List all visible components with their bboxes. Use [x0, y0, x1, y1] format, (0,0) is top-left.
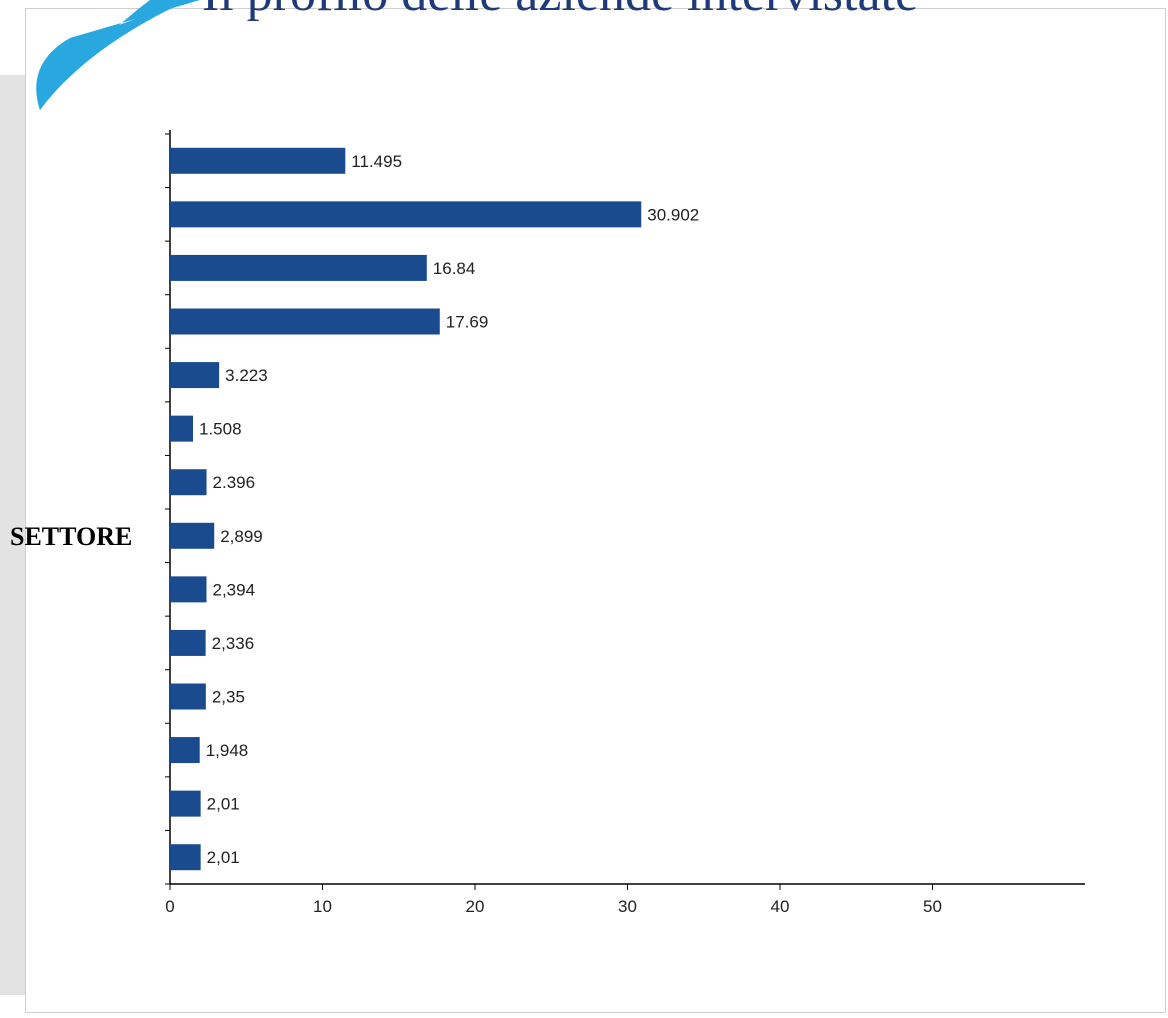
bar [170, 254, 427, 281]
x-tick-label: 40 [771, 897, 790, 916]
value-label: 2,01 [207, 848, 240, 867]
bar [170, 737, 200, 764]
bar [170, 576, 207, 603]
bar [170, 522, 215, 549]
value-label: 2,394 [213, 580, 256, 599]
value-label: 2,899 [220, 527, 263, 546]
bar [170, 683, 206, 710]
value-label: 2,35 [212, 688, 245, 707]
value-label: 30.902 [647, 205, 699, 224]
bar [170, 629, 206, 656]
bar [170, 308, 440, 335]
x-tick-label: 10 [313, 897, 332, 916]
value-label: 2.396 [213, 473, 256, 492]
bar [170, 362, 220, 389]
value-label: 2,01 [207, 795, 240, 814]
bar [170, 790, 201, 817]
value-label: 16.84 [433, 259, 476, 278]
value-label: 1.508 [199, 420, 242, 439]
bar [170, 469, 207, 496]
y-axis-label: SETTORE [10, 522, 132, 551]
x-tick-label: 30 [618, 897, 637, 916]
value-label: 11.495 [351, 152, 402, 171]
value-label: 1,948 [206, 741, 249, 760]
slide-title: Il profilo delle aziende intervistate [202, 0, 918, 22]
chart-frame [25, 8, 1166, 1013]
value-label: 17.69 [446, 313, 489, 332]
value-label: 2,336 [212, 634, 255, 653]
x-tick-label: 20 [466, 897, 485, 916]
bar [170, 147, 346, 174]
value-label: 3.223 [225, 366, 268, 385]
x-tick-label: 50 [923, 897, 942, 916]
side-panel [0, 75, 26, 995]
x-tick-label: 0 [165, 897, 174, 916]
bar [170, 415, 193, 442]
bar [170, 844, 201, 871]
bar [170, 201, 642, 228]
swoosh-fill [37, 0, 189, 110]
